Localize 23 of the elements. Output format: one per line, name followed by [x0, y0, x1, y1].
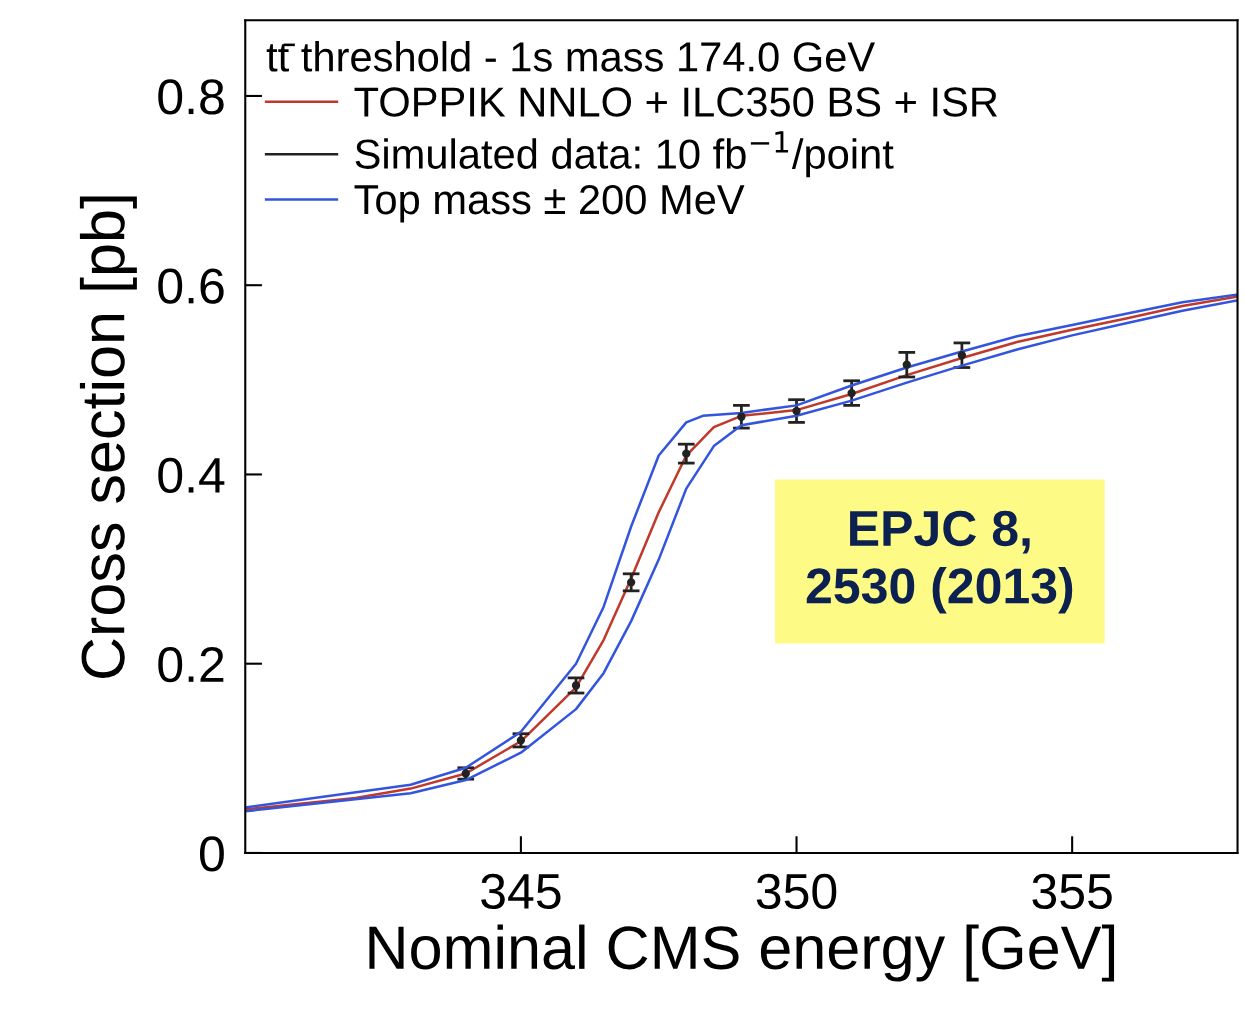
y-tick-label: 0: [199, 836, 224, 872]
point: [847, 388, 856, 398]
point: [902, 360, 911, 369]
point: [682, 449, 691, 458]
y-tick-label: 0.6: [158, 268, 224, 304]
y-tick-label: 0.2: [158, 646, 224, 683]
legend-label: Top mass ± 200 MeV: [354, 184, 745, 223]
y-axis-title: Cross section [pb]: [79, 196, 137, 679]
legend-label: Simulated data: 10 fb$^{−1}$/point: [355, 131, 894, 178]
legend-label: TOPPIK NNLO + ILC350 BS + ISR: [354, 87, 998, 117]
point: [571, 681, 581, 690]
point: [792, 406, 801, 416]
legend-title: tt̄ threshold - 1s mass 174.0 GeV: [266, 41, 876, 72]
x-tick-label: 345: [481, 873, 561, 910]
x-tick-label: 350: [756, 873, 837, 910]
point: [626, 578, 636, 587]
x-axis-title: Nominal CMS energy [GeV]: [369, 924, 1115, 982]
point: [957, 351, 967, 360]
annotation: EPJC 8, 2530 (2013): [806, 510, 1073, 614]
y-tick-label: 0.4: [158, 457, 225, 494]
x-tick-label: 355: [1032, 873, 1112, 910]
point: [737, 412, 746, 421]
y-tick-label: 0.8: [158, 79, 224, 115]
